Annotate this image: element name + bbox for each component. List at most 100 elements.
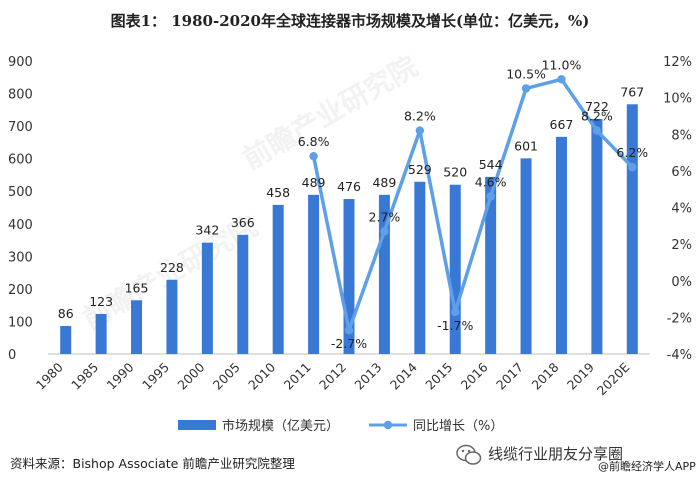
bar-value-label: 228	[160, 260, 184, 275]
bar-series	[60, 104, 638, 355]
bar	[591, 118, 603, 355]
bar	[201, 242, 213, 354]
bar-value-label: 489	[372, 175, 396, 190]
x-tick-label: 1990	[104, 359, 137, 392]
bar	[485, 176, 497, 354]
bar-value-label: 366	[231, 215, 255, 230]
brand-name: 线缆行业朋友分享圈	[488, 445, 624, 463]
growth-point	[309, 152, 318, 161]
x-tick-label: 2014	[387, 359, 420, 392]
x-tick-label: 1985	[68, 360, 101, 393]
bar-value-label: 722	[585, 99, 609, 114]
x-tick-label: 2005	[210, 360, 243, 393]
y-right-tick-label: 10%	[663, 92, 692, 107]
growth-point	[557, 75, 566, 84]
source-note: 资料来源：Bishop Associate 前瞻产业研究院整理	[10, 456, 295, 471]
bar-value-label: 544	[479, 157, 503, 172]
bar-value-label: 123	[89, 294, 113, 309]
y-right-tick-label: -2%	[667, 311, 692, 326]
y-left-tick-label: 800	[8, 88, 33, 103]
y-right-tick-label: 6%	[671, 165, 692, 180]
growth-value-label: 4.6%	[475, 175, 507, 190]
growth-point	[415, 126, 425, 135]
x-tick-label: 2013	[351, 360, 384, 393]
y-right-tick-label: 12%	[663, 55, 692, 70]
y-right-tick-label: 0%	[671, 275, 692, 290]
bar	[272, 204, 284, 354]
growth-point	[344, 325, 354, 335]
growth-value-label: -2.7%	[331, 336, 367, 351]
legend-bar-label: 市场规模（亿美元）	[222, 418, 339, 434]
growth-line	[311, 77, 634, 332]
bar-value-label: 520	[443, 165, 467, 180]
wechat-icon	[456, 444, 482, 465]
growth-point	[451, 307, 460, 317]
bar-value-label: 767	[620, 84, 644, 99]
y-left-tick-label: 300	[8, 250, 33, 265]
bar	[520, 158, 532, 354]
growth-value-label: 8.2%	[581, 109, 613, 124]
y-left-tick-label: 0	[8, 348, 16, 363]
bar	[414, 181, 426, 354]
bar	[378, 194, 390, 354]
bar-value-label: 165	[125, 280, 149, 295]
legend-bar-swatch	[178, 420, 216, 430]
legend-line-label: 同比增长（%）	[413, 419, 503, 434]
x-tick-label: 2019	[564, 359, 597, 392]
x-tick-label: 2010	[245, 359, 278, 392]
bar-value-label: 342	[195, 223, 219, 238]
growth-value-label: 8.2%	[404, 109, 436, 124]
legend-line-marker	[383, 420, 393, 430]
y-left-tick-label: 400	[8, 218, 33, 233]
growth-point	[486, 192, 495, 201]
y-left-tick-label: 900	[8, 55, 33, 70]
growth-value-label: 2.7%	[369, 209, 401, 224]
growth-point	[521, 84, 531, 93]
chart-title: 图表1： 1980-2020年全球连接器市场规模及增长(单位：亿美元，%)	[110, 12, 590, 30]
growth-value-label: -1.7%	[437, 318, 473, 333]
bar	[308, 194, 320, 354]
legend: 市场规模（亿美元） 同比增长（%）	[178, 418, 503, 434]
growth-value-label: 11.0%	[542, 57, 582, 72]
growth-value-label: 10.5%	[506, 66, 546, 81]
x-tick-label: 2012	[316, 360, 349, 393]
watermark-text: 前瞻产业研究院	[237, 49, 423, 176]
x-tick-label: 1980	[33, 359, 66, 392]
y-right-tick-label: 2%	[671, 238, 692, 253]
line-series	[309, 75, 637, 335]
y-right-tick-label: -4%	[667, 348, 692, 363]
x-tick-label: 2011	[281, 360, 314, 393]
y-right-tick-label: 8%	[671, 128, 692, 143]
bar	[343, 199, 355, 354]
bar	[60, 326, 72, 354]
bar	[626, 104, 638, 354]
growth-point	[592, 126, 602, 135]
y-right-tick-label: 4%	[671, 202, 692, 217]
y-left-tick-label: 200	[8, 283, 33, 298]
growth-point	[628, 163, 637, 172]
bar-value-label: 476	[337, 179, 361, 194]
bar-value-label: 667	[550, 117, 574, 132]
bar	[166, 279, 178, 354]
x-tick-label: 2020E	[594, 359, 633, 398]
growth-point	[380, 227, 389, 236]
bar-value-label: 601	[514, 138, 538, 153]
bar-value-label: 458	[266, 185, 290, 200]
bar-value-label: 86	[58, 306, 74, 321]
brand-app: @前瞻经济学人APP	[598, 460, 696, 473]
bar	[555, 136, 567, 354]
x-tick-label: 2015	[422, 360, 455, 393]
x-tick-label: 1995	[139, 360, 172, 393]
growth-value-label: 6.2%	[616, 145, 648, 160]
data-labels: 86 123 165 228 342 366 458 489 476 489 529 520 544 60…	[58, 57, 649, 351]
bar-value-label: 529	[408, 162, 432, 177]
y-left-tick-label: 700	[8, 120, 33, 135]
bar	[95, 313, 107, 354]
bar	[237, 234, 249, 354]
y-left-tick-label: 100	[8, 315, 33, 330]
bar	[131, 300, 143, 354]
bar-value-label: 489	[302, 175, 326, 190]
x-tick-label: 2000	[174, 359, 207, 392]
growth-value-label: 6.8%	[298, 134, 330, 149]
